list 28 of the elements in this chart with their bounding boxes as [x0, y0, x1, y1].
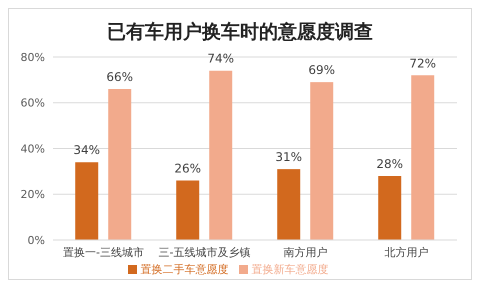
legend-label: 置换二手车意愿度 [140, 263, 228, 276]
y-tick-label: 0% [28, 234, 45, 247]
bar [209, 70, 232, 240]
data-label: 72% [409, 56, 436, 70]
bar [277, 169, 300, 240]
data-label: 69% [308, 63, 336, 78]
bar [411, 75, 434, 240]
bar [310, 82, 334, 240]
chart-title: 已有车用户换车时的意愿度调查 [106, 20, 374, 45]
data-label: 28% [376, 156, 404, 171]
y-tick-label: 80% [20, 50, 45, 64]
data-label: 74% [207, 52, 234, 66]
legend-label: 置换新车意愿度 [252, 263, 328, 276]
bar [75, 162, 98, 240]
bar [108, 89, 132, 240]
data-label: 34% [73, 143, 100, 158]
x-tick-label: 三-五线城市及乡镇 [158, 246, 250, 259]
x-tick-label: 置换一-三线城市 [63, 246, 144, 259]
x-tick-label: 南方用户 [284, 246, 328, 259]
y-tick-label: 20% [20, 188, 45, 202]
bar [378, 176, 402, 240]
data-label: 31% [275, 150, 302, 164]
x-tick-label: 北方用户 [384, 246, 428, 259]
bar [176, 180, 200, 240]
y-tick-label: 60% [20, 96, 45, 110]
data-label: 26% [174, 162, 202, 176]
data-label: 66% [106, 70, 134, 84]
y-tick-label: 40% [20, 142, 45, 156]
